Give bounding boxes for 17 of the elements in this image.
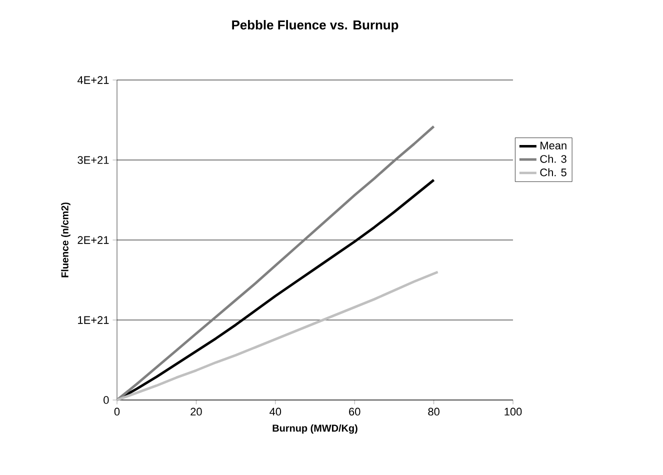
y-tick-label: 4E+21	[77, 76, 109, 84]
x-axis-title: Burnup (MWD/Kg)	[272, 424, 358, 434]
x-tick-label: 60	[349, 408, 360, 416]
y-tick-label: 2E+21	[78, 236, 109, 244]
x-tick-label: 20	[190, 408, 202, 416]
legend-label: Ch. 3	[540, 154, 566, 163]
legend-label: Mean	[540, 142, 566, 150]
chart-title: Pebble Fluence vs. Burnup	[232, 20, 398, 32]
x-tick-label: 100	[504, 408, 522, 416]
y-tick-label: 3E+21	[78, 156, 109, 164]
x-tick-label: 0	[114, 408, 120, 416]
y-tick-label: 1E+21	[78, 316, 109, 324]
y-tick-label: 0	[104, 396, 109, 404]
y-axis-title: Fluence (n/cm2)	[61, 202, 70, 278]
legend-label: Ch. 5	[540, 168, 566, 176]
x-tick-label: 80	[428, 408, 440, 416]
x-tick-label: 40	[270, 408, 282, 416]
